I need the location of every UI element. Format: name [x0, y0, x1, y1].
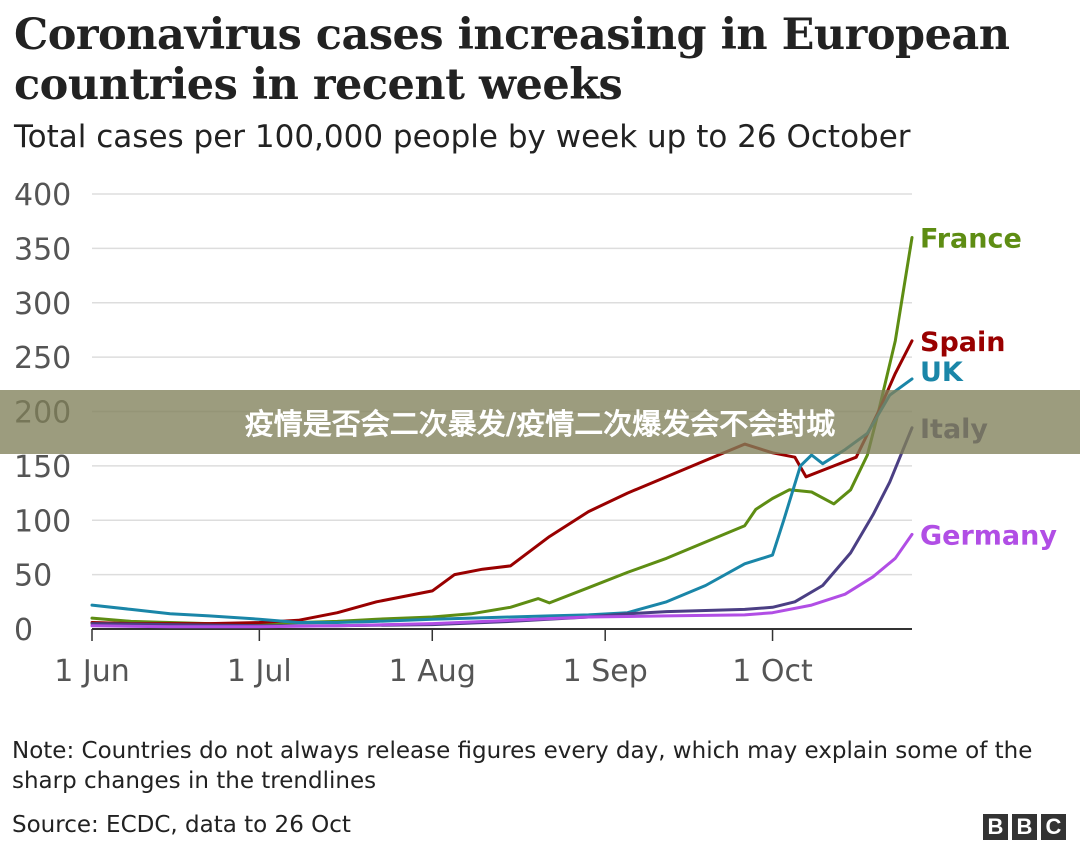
- series-label-france: France: [920, 224, 1022, 255]
- y-tick-label: 0: [14, 613, 33, 648]
- bbc-logo: B B C: [983, 814, 1066, 840]
- series-line-spain: [90, 339, 914, 626]
- series-label-germany: Germany: [920, 520, 1057, 551]
- series-lines: [90, 236, 914, 629]
- chart-source: Source: ECDC, data to 26 Oct: [12, 812, 351, 838]
- x-axis-ticks: 1 Jun 1 Jul 1 Aug 1 Sep 1 Oct: [54, 629, 813, 689]
- y-tick-label: 100: [14, 504, 71, 539]
- y-tick-label: 50: [14, 559, 52, 594]
- x-tick-label: 1 Sep: [563, 654, 648, 689]
- y-tick-label: 150: [14, 450, 71, 485]
- bbc-logo-letter: C: [1041, 814, 1066, 840]
- y-tick-label: 400: [14, 178, 71, 213]
- y-tick-label: 350: [14, 232, 71, 267]
- y-axis-ticks: 050100150200250300350400: [14, 178, 71, 648]
- series-labels: FranceSpainUKItalyGermany: [920, 224, 1057, 552]
- overlay-banner-text: 疫情是否会二次暴发/疫情二次爆发会不会封城: [244, 407, 836, 441]
- chart-title: Coronavirus cases increasing in European…: [14, 10, 1010, 110]
- series-line-germany: [90, 532, 914, 629]
- overlay-banner: 疫情是否会二次暴发/疫情二次爆发会不会封城: [0, 390, 1080, 454]
- x-tick-label: 1 Jun: [54, 654, 130, 689]
- series-line-uk: [90, 377, 914, 624]
- series-line-france: [90, 236, 914, 626]
- bbc-logo-letter: B: [1012, 814, 1037, 840]
- series-label-spain: Spain: [920, 327, 1005, 358]
- bbc-logo-letter: B: [983, 814, 1008, 840]
- x-tick-label: 1 Oct: [732, 654, 813, 689]
- series-label-uk: UK: [920, 357, 964, 388]
- x-tick-label: 1 Jul: [227, 654, 292, 689]
- chart-subtitle: Total cases per 100,000 people by week u…: [14, 119, 911, 155]
- y-tick-label: 300: [14, 287, 71, 322]
- chart-note: Note: Countries do not always release fi…: [12, 738, 1033, 794]
- y-tick-label: 250: [14, 341, 71, 376]
- x-tick-label: 1 Aug: [389, 654, 476, 689]
